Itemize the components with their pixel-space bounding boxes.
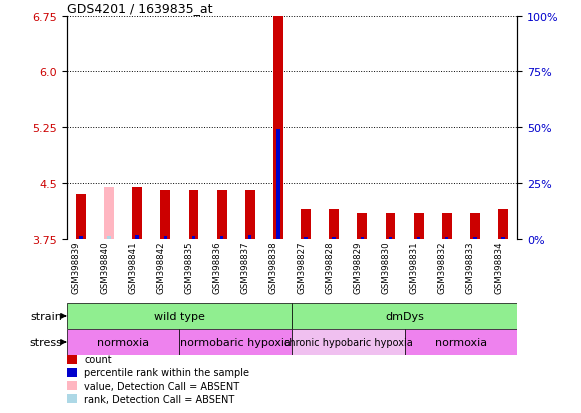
Text: normoxia: normoxia [435, 337, 487, 347]
Text: rank, Detection Call = ABSENT: rank, Detection Call = ABSENT [84, 394, 235, 404]
Text: GSM398842: GSM398842 [156, 241, 166, 294]
Bar [389, 237, 392, 239]
Bar [273, 17, 283, 239]
Bar [132, 187, 142, 239]
Bar [292, 329, 404, 355]
Bar [329, 209, 339, 239]
Bar [357, 213, 367, 239]
Bar [361, 237, 364, 239]
Bar [445, 237, 449, 239]
Bar [67, 329, 180, 355]
Bar [501, 237, 505, 239]
Text: GSM398834: GSM398834 [494, 241, 503, 294]
Bar [107, 236, 111, 239]
Text: GSM398839: GSM398839 [72, 241, 81, 293]
Bar [414, 213, 424, 239]
Bar [135, 235, 139, 239]
Bar [188, 191, 198, 239]
Text: GSM398832: GSM398832 [437, 241, 447, 294]
Bar [404, 329, 517, 355]
Text: wild type: wild type [154, 311, 205, 321]
Text: chronic hypobaric hypoxia: chronic hypobaric hypoxia [284, 337, 413, 347]
Bar [79, 236, 83, 239]
Text: dmDys: dmDys [385, 311, 424, 321]
Bar [192, 236, 195, 239]
Bar [164, 236, 167, 239]
Text: GSM398836: GSM398836 [213, 241, 221, 294]
Bar [104, 187, 114, 239]
Bar [67, 303, 292, 329]
Bar [417, 237, 420, 239]
Bar [386, 213, 396, 239]
Text: normoxia: normoxia [97, 337, 149, 347]
Text: GSM398838: GSM398838 [269, 241, 278, 294]
Bar [304, 237, 308, 239]
Text: strain: strain [30, 311, 62, 321]
Bar [473, 237, 476, 239]
Text: normobaric hypoxia: normobaric hypoxia [180, 337, 291, 347]
Bar [292, 303, 517, 329]
Text: GSM398840: GSM398840 [100, 241, 109, 294]
Bar [245, 191, 254, 239]
Text: GSM398835: GSM398835 [184, 241, 193, 294]
Bar [160, 191, 170, 239]
Text: percentile rank within the sample: percentile rank within the sample [84, 368, 249, 377]
Bar [442, 213, 451, 239]
Bar [276, 130, 279, 239]
Text: GSM398841: GSM398841 [128, 241, 137, 294]
Bar [498, 209, 508, 239]
Text: GDS4201 / 1639835_at: GDS4201 / 1639835_at [67, 2, 212, 15]
Text: value, Detection Call = ABSENT: value, Detection Call = ABSENT [84, 381, 239, 391]
Bar [332, 237, 336, 239]
Text: GSM398827: GSM398827 [297, 241, 306, 294]
Bar [180, 329, 292, 355]
Text: GSM398828: GSM398828 [325, 241, 334, 294]
Bar [470, 213, 480, 239]
Bar [248, 235, 252, 239]
Bar [301, 209, 311, 239]
Text: GSM398833: GSM398833 [466, 241, 475, 294]
Bar [220, 236, 223, 239]
Bar [217, 191, 227, 239]
Text: GSM398829: GSM398829 [353, 241, 363, 293]
Text: GSM398831: GSM398831 [410, 241, 418, 294]
Text: stress: stress [30, 337, 62, 347]
Bar [76, 195, 86, 239]
Text: count: count [84, 354, 112, 364]
Text: GSM398837: GSM398837 [241, 241, 250, 294]
Text: GSM398830: GSM398830 [382, 241, 390, 294]
